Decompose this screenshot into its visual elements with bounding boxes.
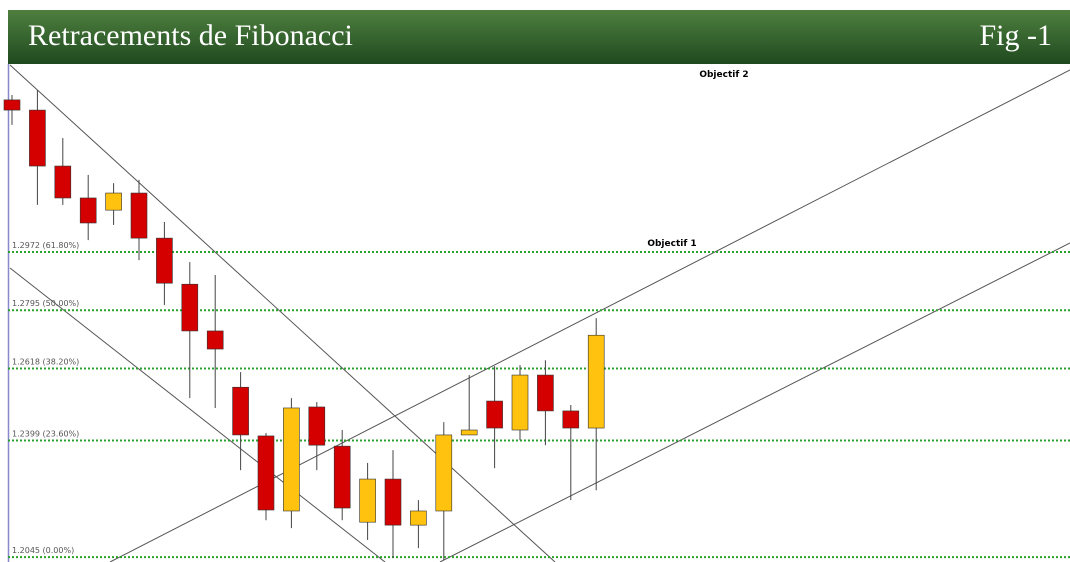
candle-body: [105, 192, 122, 211]
chart-title: Retracements de Fibonacci: [28, 19, 353, 52]
y-tick-label: 1.2795 (50.00%): [12, 299, 79, 308]
candle-body: [537, 374, 554, 412]
candle-body: [130, 192, 148, 239]
y-tick-label: 1.2972 (61.80%): [12, 241, 79, 250]
candle-body: [410, 510, 427, 526]
candle-body: [511, 374, 529, 431]
candle-body: [435, 434, 453, 512]
candle-body: [3, 99, 21, 111]
candle-body: [333, 445, 351, 509]
y-tick-label: 1.2618 (38.20%): [12, 357, 79, 366]
trend-line: [9, 64, 556, 562]
y-tick-label: 1.2399 (23.60%): [12, 430, 79, 439]
candle-body: [257, 435, 275, 511]
candle-body: [29, 109, 46, 167]
annotation: Objectif 2: [699, 70, 748, 80]
candle-body: [359, 478, 376, 523]
candle-body: [156, 237, 173, 284]
trend-line: [9, 267, 386, 562]
trend-line: [439, 242, 1070, 562]
candle-body: [308, 406, 326, 446]
figure-label: Fig -1: [979, 19, 1052, 52]
candle-body: [79, 197, 97, 224]
header-bar: [8, 10, 1070, 64]
candle-body: [562, 410, 580, 429]
candle-body: [384, 478, 402, 526]
y-tick-label: 1.2045 (0.00%): [12, 546, 74, 555]
candle-body: [283, 407, 300, 512]
candle-body: [486, 400, 503, 429]
candle-body: [460, 429, 478, 436]
candle-body: [54, 165, 72, 199]
candle-body: [181, 283, 199, 332]
candle-body: [232, 386, 249, 436]
candle-body: [206, 330, 224, 350]
candle-body: [587, 334, 605, 429]
annotation: Objectif 1: [647, 239, 696, 249]
